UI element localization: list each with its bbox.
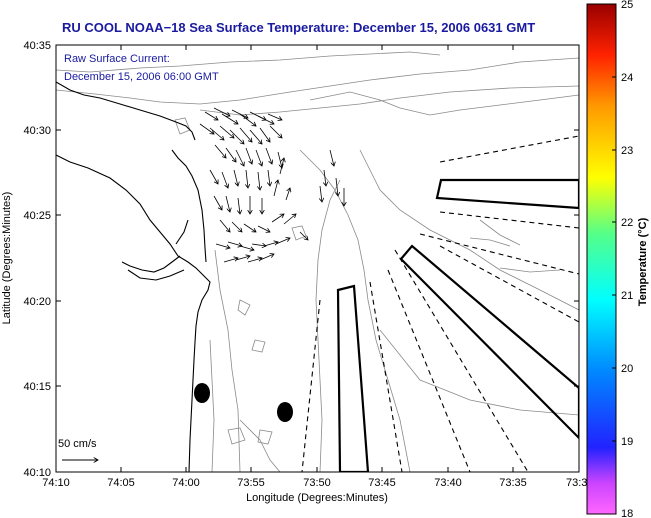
x-tick-label: 73:3 [566, 477, 587, 489]
x-tick-label: 74:10 [42, 477, 70, 489]
x-tick-label: 73:40 [434, 477, 462, 489]
colorbar-tick-label: 19 [621, 436, 633, 448]
mooring-marker [194, 383, 210, 403]
colorbar-tick-label: 25 [621, 0, 633, 11]
radar-beam-boxes [336, 178, 579, 472]
x-tick-label: 74:05 [107, 477, 135, 489]
y-tick-label: 40:35 [23, 40, 51, 52]
colorbar-tick-label: 20 [621, 363, 633, 375]
colorbar-tick-label: 23 [621, 145, 633, 157]
colorbar-tick-label: 18 [621, 508, 633, 518]
bathymetry-contours [56, 51, 579, 472]
colorbar [586, 3, 617, 515]
x-axis-label: Longitude (Degrees:Minutes) [246, 492, 388, 504]
colorbar-tick-label: 22 [621, 217, 633, 229]
x-tick-label: 73:35 [499, 477, 527, 489]
y-tick-label: 40:30 [23, 125, 51, 137]
map-title: RU COOL NOAA−18 Sea Surface Temperature:… [62, 20, 536, 35]
colorbar-label: Temperature (°C) [637, 217, 649, 306]
colorbar-tick-label: 21 [621, 290, 633, 302]
y-tick-label: 40:25 [23, 210, 51, 222]
x-tick-label: 73:45 [368, 477, 396, 489]
x-tick-label: 73:50 [303, 477, 331, 489]
y-axis-label: Latitude (Degrees:Minutes) [1, 192, 13, 325]
y-tick-labels: 40:35 40:30 40:25 40:20 40:15 40:10 [23, 40, 51, 479]
x-axis [55, 45, 514, 472]
radar-beams [301, 135, 579, 472]
y-axis [56, 129, 579, 387]
colorbar-ticks [612, 76, 616, 442]
y-tick-label: 40:10 [23, 467, 51, 479]
scale-arrow-label: 50 cm/s [58, 438, 97, 450]
annotation-line-1: Raw Surface Current: [64, 53, 170, 65]
x-tick-labels: 74:10 74:05 74:00 73:55 73:50 73:45 73:4… [42, 477, 587, 489]
colorbar-tick-labels: 25 24 23 22 21 20 19 18 [621, 0, 633, 518]
coastline [56, 81, 211, 472]
plot-area [56, 45, 579, 472]
colorbar-tick-label: 24 [621, 72, 633, 84]
annotation-line-2: December 15, 2006 06:00 GMT [64, 71, 219, 83]
current-vectors [199, 107, 344, 263]
y-tick-label: 40:15 [23, 381, 51, 393]
x-tick-label: 74:00 [172, 477, 200, 489]
mooring-marker [277, 402, 293, 422]
x-tick-label: 73:55 [237, 477, 265, 489]
y-tick-label: 40:20 [23, 296, 51, 308]
